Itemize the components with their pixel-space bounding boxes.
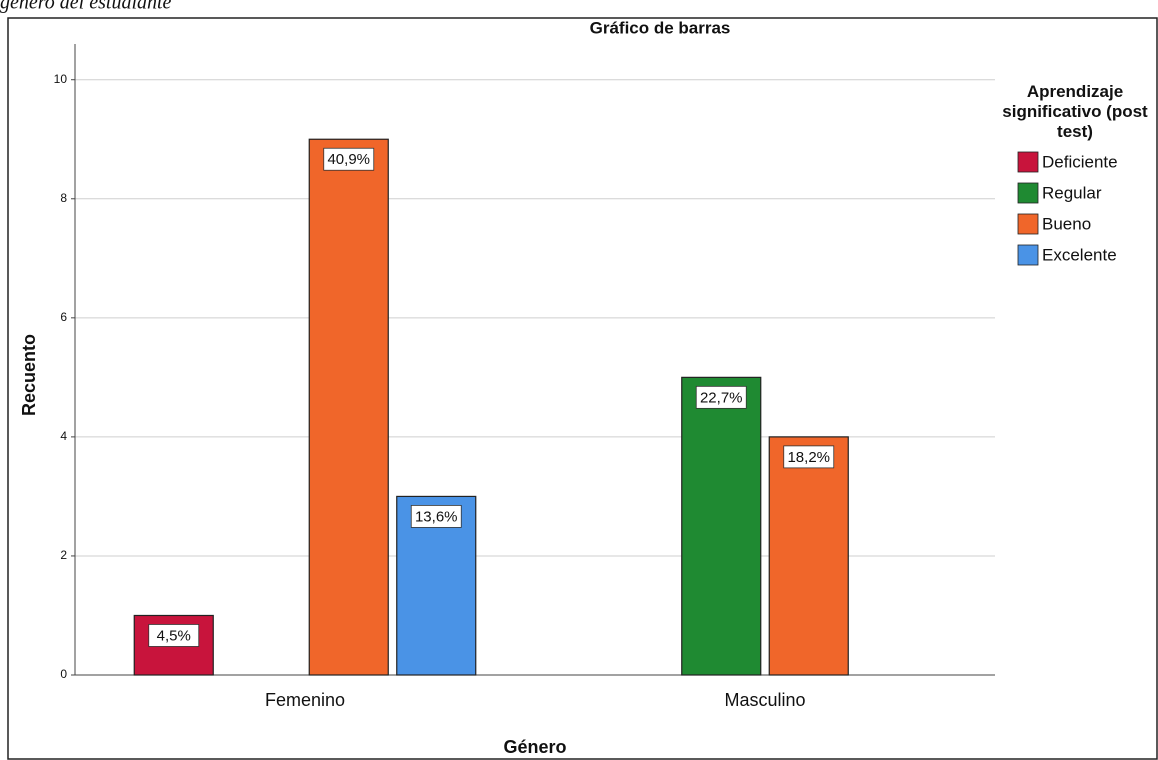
legend-label: Deficiente xyxy=(1042,152,1118,171)
bar xyxy=(681,376,762,676)
value-label: 40,9% xyxy=(327,151,370,168)
chart-title: Gráfico de barras xyxy=(590,18,731,37)
bar xyxy=(308,138,389,676)
legend-swatch xyxy=(1017,213,1039,235)
legend-title: Aprendizaje significativo (post test) xyxy=(1002,82,1148,141)
x-tick-label: Femenino xyxy=(265,690,345,710)
value-label-box xyxy=(783,445,835,469)
y-tick-label: 4 xyxy=(60,429,67,443)
y-tick-label: 8 xyxy=(60,191,67,205)
x-tick-label: Masculino xyxy=(724,690,805,710)
value-label: 22,7% xyxy=(700,389,743,406)
y-tick-label: 2 xyxy=(60,548,67,562)
y-axis-label: Recuento xyxy=(19,334,39,416)
value-label: 18,2% xyxy=(787,449,830,466)
value-label-box xyxy=(323,147,375,171)
bar xyxy=(768,436,849,676)
legend-label: Bueno xyxy=(1042,214,1091,233)
legend-swatch xyxy=(1017,151,1039,173)
legend-swatch xyxy=(1017,182,1039,204)
value-label-box xyxy=(410,505,462,528)
legend-label: Regular xyxy=(1042,183,1102,202)
x-axis-label: Género xyxy=(503,737,566,757)
y-tick-label: 0 xyxy=(60,667,67,681)
value-label: 13,6% xyxy=(415,508,458,525)
y-tick-label: 10 xyxy=(54,72,68,86)
y-tick-label: 6 xyxy=(60,310,67,324)
caption: género del estudiante xyxy=(0,0,172,14)
value-label-box xyxy=(695,385,747,409)
value-label-box xyxy=(148,624,200,647)
legend-label: Excelente xyxy=(1042,245,1117,264)
value-label: 4,5% xyxy=(157,627,191,644)
legend-swatch xyxy=(1017,244,1039,266)
